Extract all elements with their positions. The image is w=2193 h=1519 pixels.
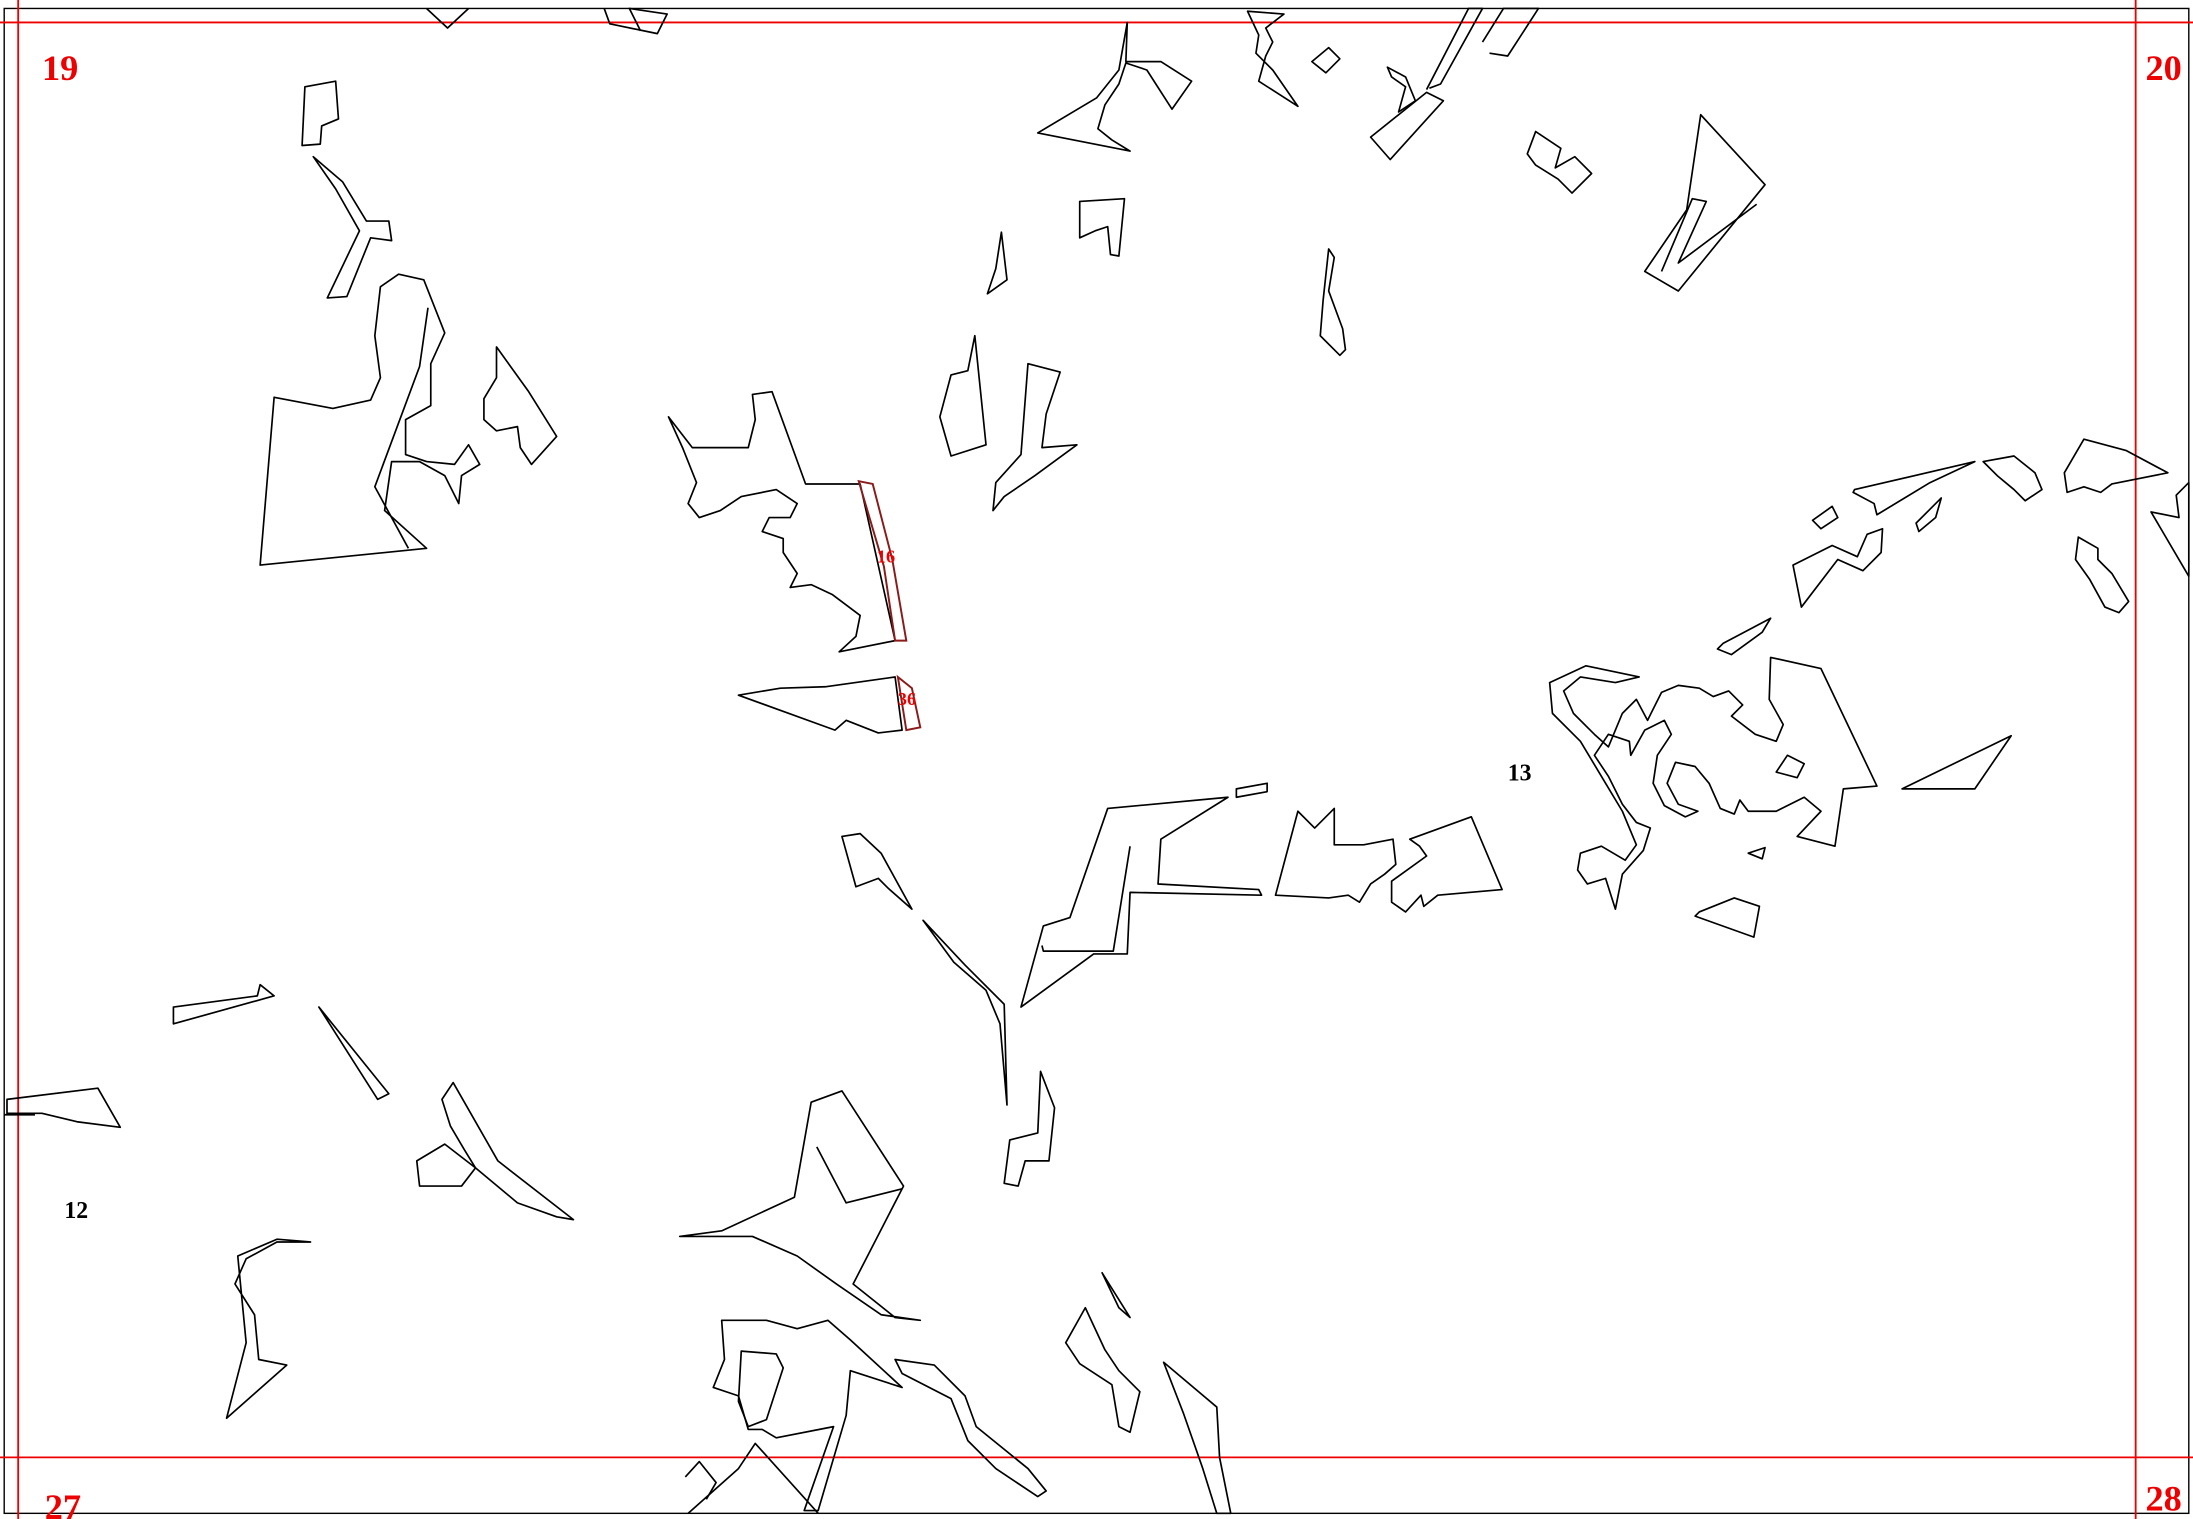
sheet-label: 20 [2145,48,2181,88]
parcel-label: 12 [64,1198,88,1224]
highlighted-parcel-label: 36 [898,689,916,709]
sheet-label: 19 [42,48,78,88]
sheet-label: 27 [45,1487,81,1519]
highlighted-parcel-label: 16 [877,546,895,566]
highlighted-parcels [857,479,922,732]
sheet-border [3,7,2190,1515]
sheet-label: 28 [2145,1479,2181,1519]
parcels [4,7,2190,1515]
parcel-label: 13 [1508,760,1532,786]
